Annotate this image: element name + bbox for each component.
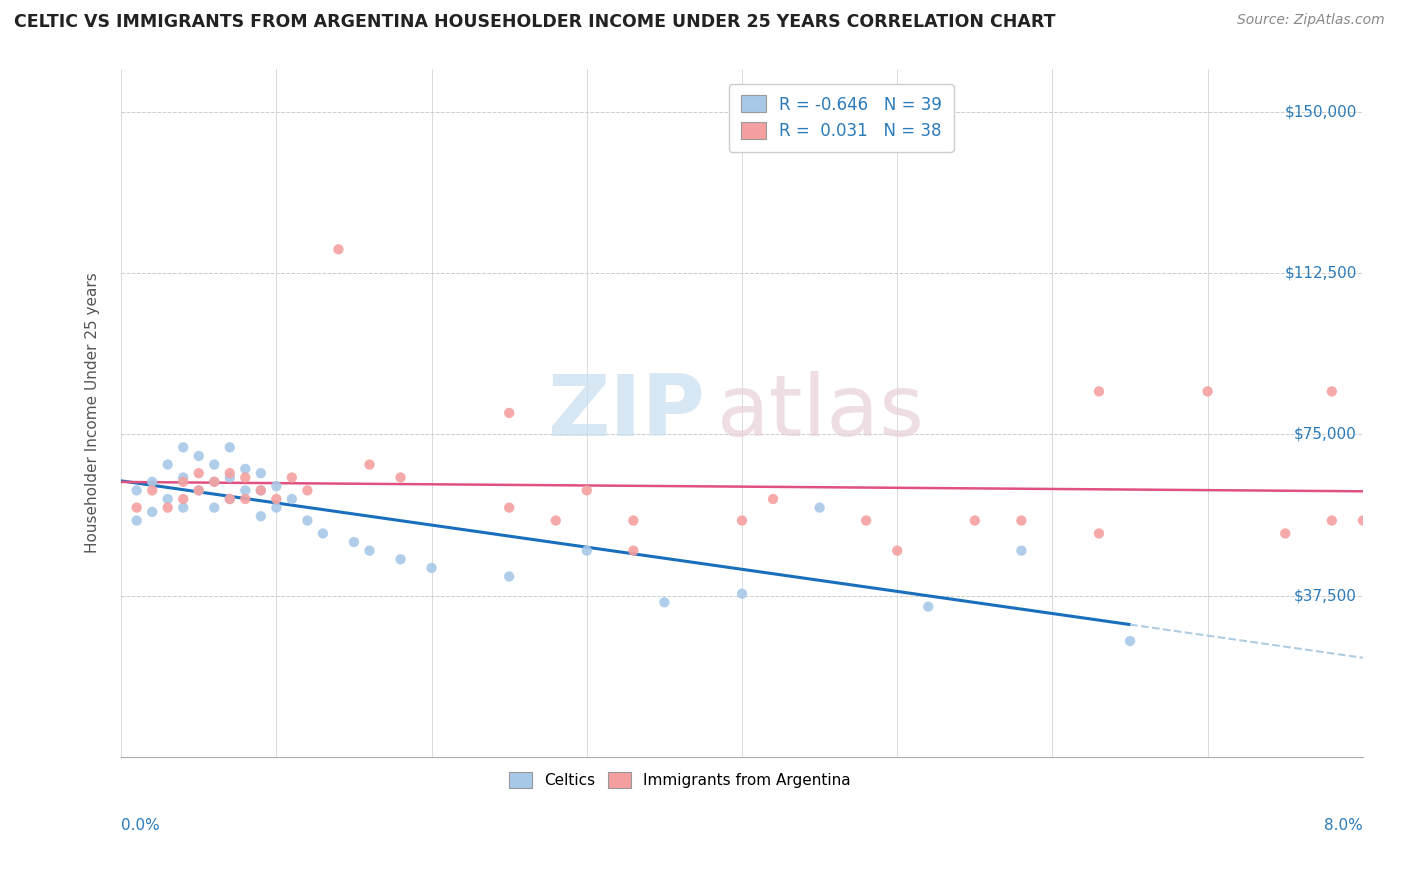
Point (218, 491, 240, 506)
Point (1274, 526, 1296, 541)
Point (125, 483, 148, 498)
Point (141, 475, 163, 489)
Point (218, 470, 240, 484)
Point (172, 500, 194, 515)
Point (855, 514, 877, 528)
Point (1010, 543, 1032, 558)
Point (281, 491, 304, 506)
Point (621, 543, 644, 558)
Text: atlas: atlas (717, 371, 925, 454)
Point (312, 526, 335, 541)
Point (250, 483, 273, 498)
Point (297, 483, 319, 498)
Point (575, 483, 598, 498)
Point (575, 543, 598, 558)
Point (420, 561, 443, 575)
Point (389, 552, 412, 566)
Point (233, 462, 256, 476)
Point (498, 500, 520, 515)
Point (233, 483, 256, 498)
Point (1197, 384, 1219, 399)
Point (202, 458, 225, 472)
Point (187, 483, 209, 498)
Point (218, 441, 240, 455)
Point (1320, 514, 1343, 528)
Point (187, 483, 209, 498)
Point (359, 458, 381, 472)
Point (187, 449, 209, 463)
Point (187, 466, 209, 480)
Point (266, 479, 288, 493)
Point (125, 500, 148, 515)
Point (202, 475, 225, 489)
Point (218, 466, 240, 480)
Point (233, 491, 256, 506)
Point (389, 470, 412, 484)
Point (731, 587, 754, 601)
Point (156, 491, 179, 506)
Point (328, 243, 350, 257)
Y-axis label: Householder Income Under 25 years: Householder Income Under 25 years (86, 273, 100, 553)
Point (621, 514, 644, 528)
Point (141, 483, 163, 498)
Point (808, 500, 831, 515)
Point (172, 475, 194, 489)
Point (1351, 514, 1374, 528)
Point (281, 470, 304, 484)
Point (359, 543, 381, 558)
Point (156, 458, 179, 472)
Point (1088, 384, 1111, 399)
Point (1320, 384, 1343, 399)
Point (1088, 526, 1111, 541)
Point (544, 514, 567, 528)
Point (250, 483, 273, 498)
Point (233, 470, 256, 484)
Point (762, 491, 785, 506)
Point (498, 406, 520, 420)
Point (297, 514, 319, 528)
Point (1119, 634, 1142, 648)
Text: $150,000: $150,000 (1284, 104, 1357, 119)
Text: ZIP: ZIP (547, 371, 704, 454)
Text: $75,000: $75,000 (1294, 427, 1357, 442)
Text: 0.0%: 0.0% (121, 818, 160, 832)
Text: Source: ZipAtlas.com: Source: ZipAtlas.com (1237, 13, 1385, 28)
Point (218, 491, 240, 506)
Point (343, 535, 366, 549)
Point (125, 514, 148, 528)
Text: CELTIC VS IMMIGRANTS FROM ARGENTINA HOUSEHOLDER INCOME UNDER 25 YEARS CORRELATIO: CELTIC VS IMMIGRANTS FROM ARGENTINA HOUS… (14, 13, 1056, 31)
Point (1010, 514, 1032, 528)
Text: $37,500: $37,500 (1294, 589, 1357, 603)
Point (141, 505, 163, 519)
Point (963, 514, 986, 528)
Point (731, 514, 754, 528)
Point (654, 595, 676, 609)
Point (498, 569, 520, 583)
Point (202, 500, 225, 515)
Point (202, 475, 225, 489)
Text: 8.0%: 8.0% (1324, 818, 1362, 832)
Point (886, 543, 908, 558)
Point (156, 500, 179, 515)
Point (172, 470, 194, 484)
Point (917, 599, 939, 614)
Point (250, 466, 273, 480)
Point (266, 500, 288, 515)
Point (250, 509, 273, 524)
Point (172, 441, 194, 455)
Text: $112,500: $112,500 (1284, 266, 1357, 280)
Point (172, 491, 194, 506)
Legend: Celtics, Immigrants from Argentina: Celtics, Immigrants from Argentina (503, 766, 856, 795)
Point (266, 491, 288, 506)
